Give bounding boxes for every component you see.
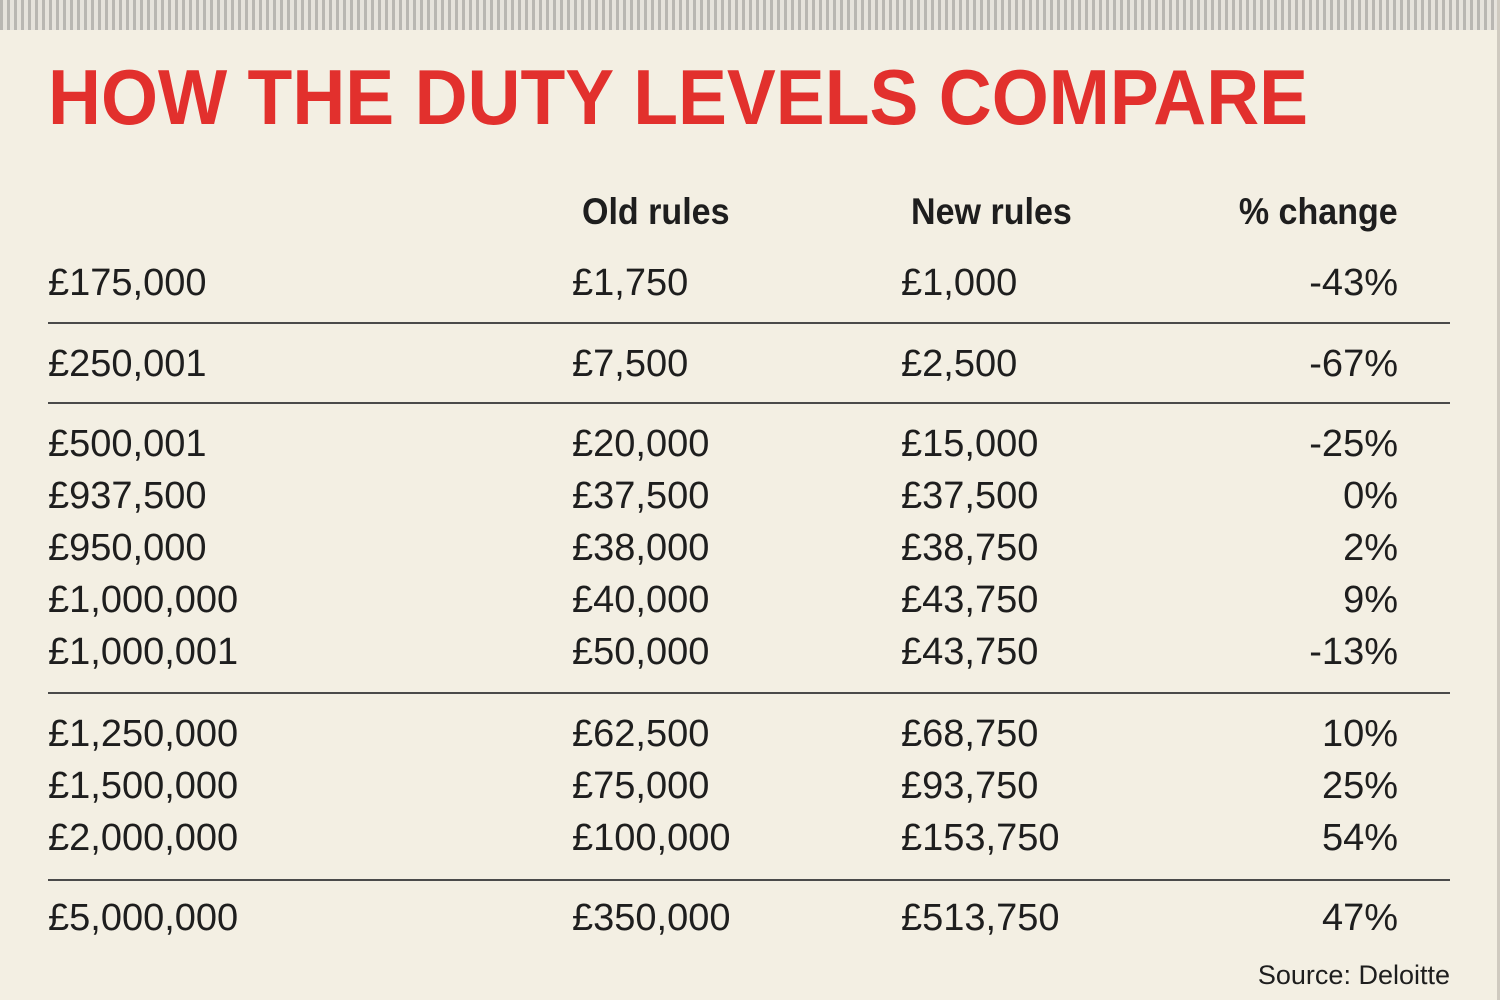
cell-house-price: £950,000: [48, 527, 207, 569]
cell-percent-change: 9%: [1343, 579, 1398, 621]
cell-old-rules-duty: £38,000: [572, 527, 710, 569]
cell-new-rules-duty: £1,000: [901, 262, 1018, 304]
cell-house-price: £1,250,000: [48, 713, 239, 755]
cell-old-rules-duty: £50,000: [572, 631, 710, 673]
table-row: £2,000,000 £100,000 £153,750 54%: [48, 812, 1398, 864]
cell-old-rules-duty: £75,000: [572, 765, 710, 807]
cell-old-rules-duty: £37,500: [572, 475, 710, 517]
cell-house-price: £1,000,000: [48, 579, 239, 621]
table-row: £250,001 £7,500 £2,500 -67%: [48, 338, 1398, 390]
cell-new-rules-duty: £513,750: [901, 897, 1060, 939]
table-row: £1,000,000 £40,000 £43,750 9%: [48, 574, 1398, 626]
table-row: £5,000,000 £350,000 £513,750 47%: [48, 892, 1398, 944]
cell-new-rules-duty: £93,750: [901, 765, 1039, 807]
cell-new-rules-duty: £2,500: [901, 343, 1018, 385]
cell-percent-change: 47%: [1321, 897, 1398, 939]
cell-old-rules-duty: £20,000: [572, 423, 710, 465]
row-group-divider: [48, 879, 1450, 881]
cell-new-rules-duty: £38,750: [901, 527, 1039, 569]
cell-house-price: £5,000,000: [48, 897, 239, 939]
chart-title: HOW THE DUTY LEVELS COMPARE: [48, 53, 1309, 141]
table-row: £500,001 £20,000 £15,000 -25%: [48, 418, 1398, 470]
row-group-divider: [48, 322, 1450, 324]
row-group-divider: [48, 692, 1450, 694]
table-row: £950,000 £38,000 £38,750 2%: [48, 522, 1398, 574]
table-row: £175,000 £1,750 £1,000 -43%: [48, 257, 1398, 309]
cell-old-rules-duty: £350,000: [572, 897, 731, 939]
cell-percent-change: -13%: [1309, 631, 1398, 673]
row-group-divider: [48, 402, 1450, 404]
top-stripe-border: [0, 0, 1500, 30]
cell-new-rules-duty: £43,750: [901, 631, 1039, 673]
cell-old-rules-duty: £100,000: [572, 817, 731, 859]
cell-percent-change: 0%: [1343, 475, 1398, 517]
cell-house-price: £937,500: [48, 475, 207, 517]
cell-new-rules-duty: £15,000: [901, 423, 1039, 465]
cell-percent-change: -25%: [1309, 423, 1398, 465]
cell-house-price: £1,500,000: [48, 765, 239, 807]
table-row: £1,250,000 £62,500 £68,750 10%: [48, 708, 1398, 760]
cell-new-rules-duty: £153,750: [901, 817, 1060, 859]
cell-house-price: £500,001: [48, 423, 207, 465]
column-header-new-rules: New rules: [911, 191, 1072, 232]
cell-percent-change: -43%: [1309, 262, 1398, 304]
column-header-percent-change: % change: [1239, 191, 1398, 232]
column-header-old-rules: Old rules: [582, 191, 730, 232]
table-row: £1,000,001 £50,000 £43,750 -13%: [48, 626, 1398, 678]
cell-old-rules-duty: £1,750: [572, 262, 689, 304]
cell-percent-change: 10%: [1321, 713, 1398, 755]
cell-old-rules-duty: £7,500: [572, 343, 689, 385]
cell-percent-change: 25%: [1321, 765, 1398, 807]
cell-house-price: £2,000,000: [48, 817, 239, 859]
cell-new-rules-duty: £43,750: [901, 579, 1039, 621]
source-note: Source: Deloitte: [1257, 960, 1450, 990]
cell-old-rules-duty: £40,000: [572, 579, 710, 621]
cell-new-rules-duty: £37,500: [901, 475, 1039, 517]
cell-house-price: £1,000,001: [48, 631, 239, 673]
cell-percent-change: 2%: [1343, 527, 1398, 569]
cell-percent-change: -67%: [1309, 343, 1398, 385]
cell-house-price: £250,001: [48, 343, 207, 385]
table-row: £1,500,000 £75,000 £93,750 25%: [48, 760, 1398, 812]
cell-house-price: £175,000: [48, 262, 207, 304]
cell-percent-change: 54%: [1321, 817, 1398, 859]
cell-new-rules-duty: £68,750: [901, 713, 1039, 755]
cell-old-rules-duty: £62,500: [572, 713, 710, 755]
table-row: £937,500 £37,500 £37,500 0%: [48, 470, 1398, 522]
right-edge-border: [1497, 0, 1500, 1000]
